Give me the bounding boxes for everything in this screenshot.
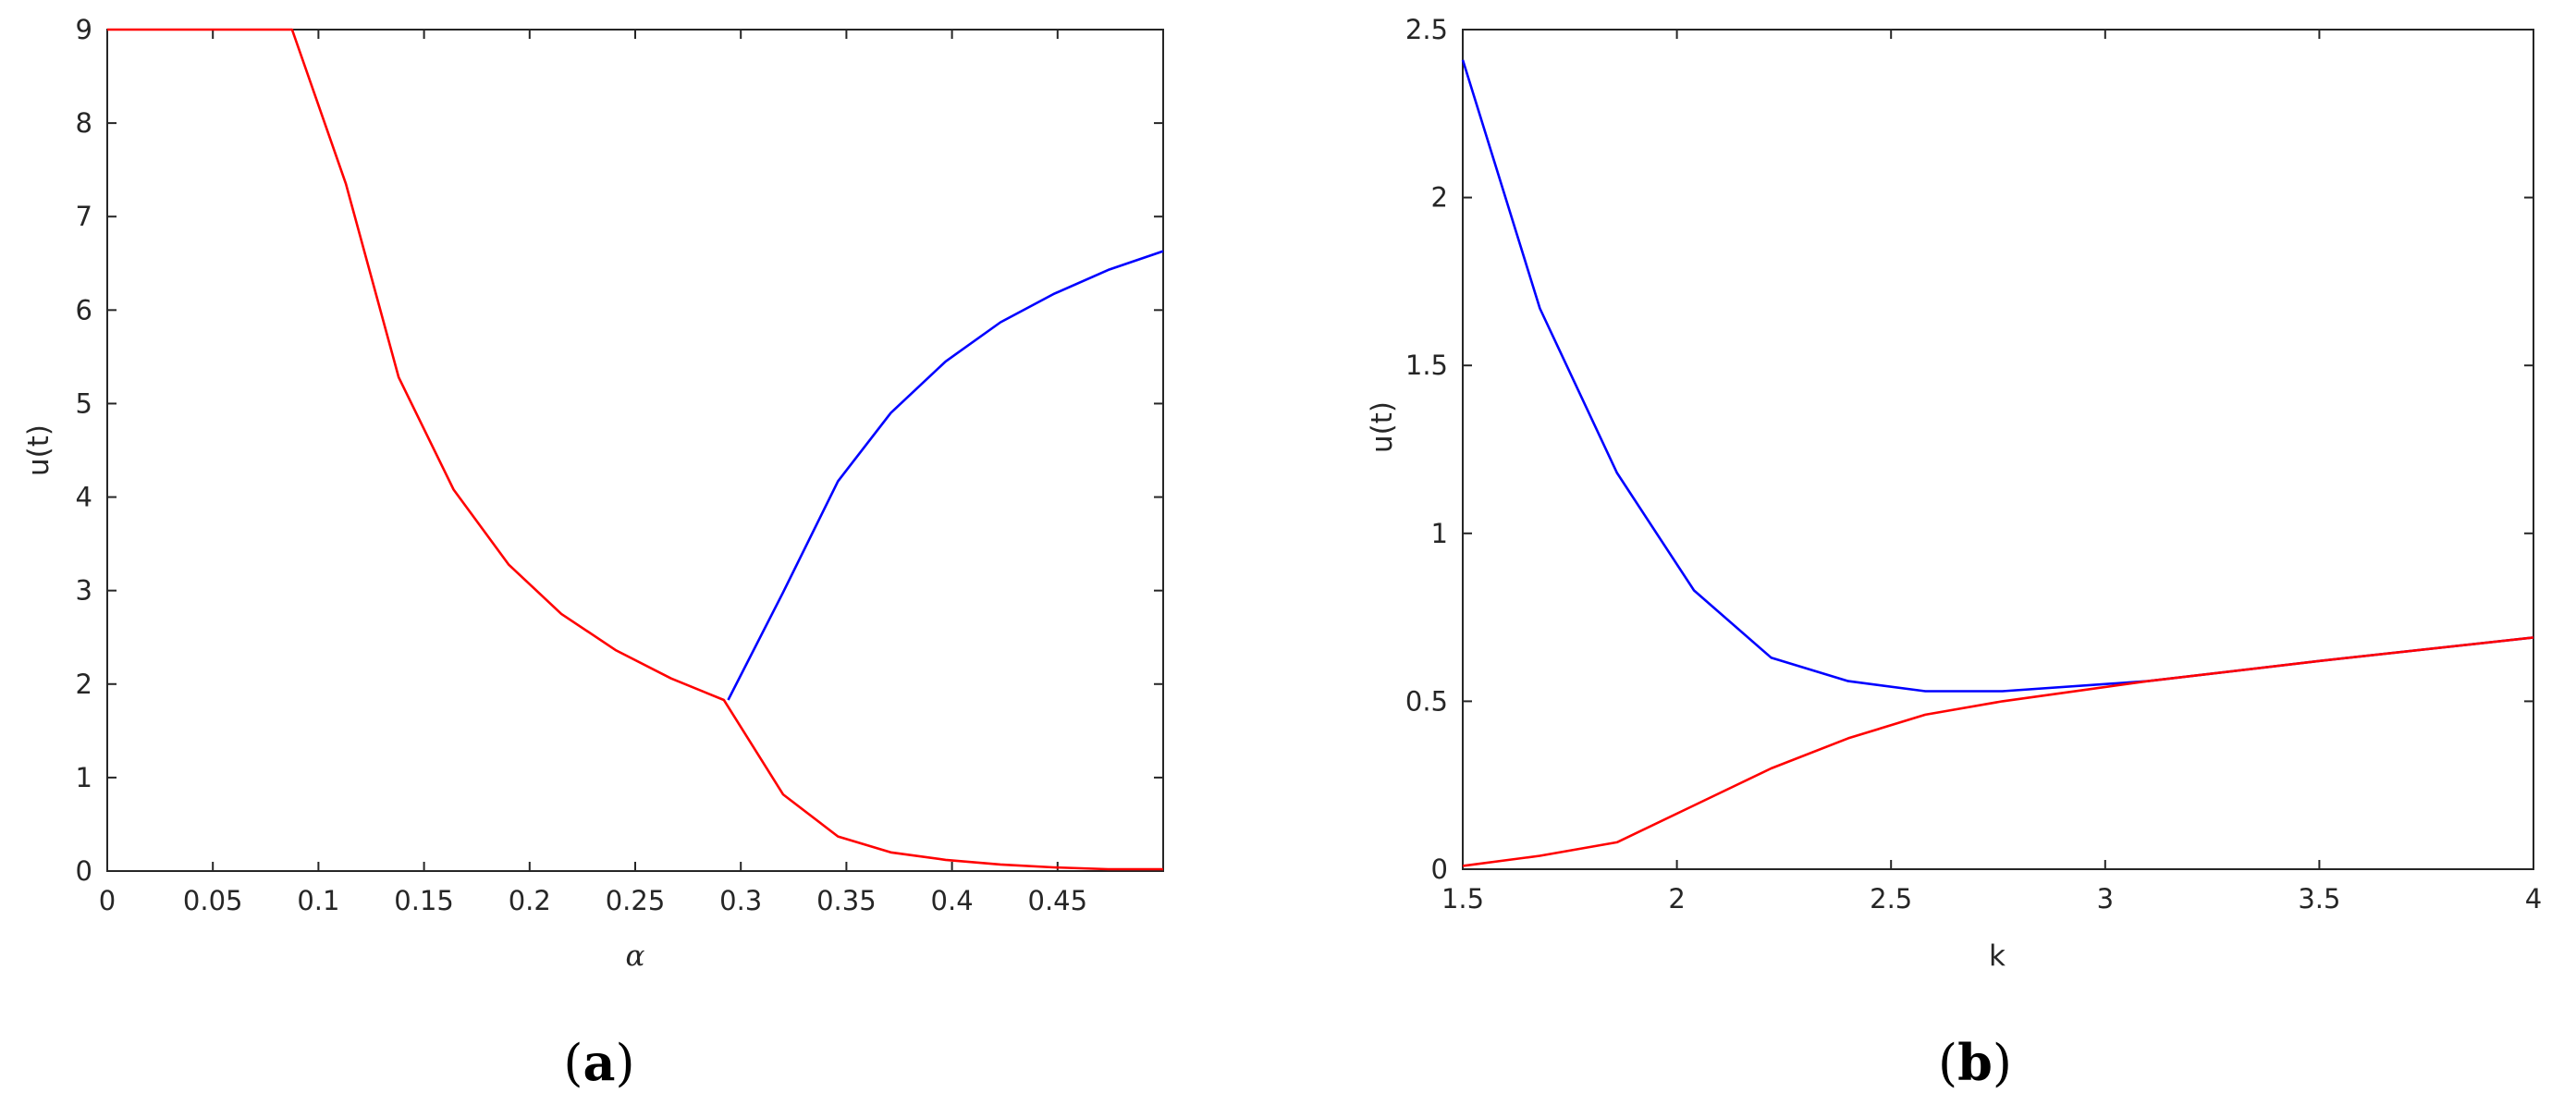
x-tick-label-b: 2 — [1668, 883, 1685, 915]
series-line-b-2 — [1462, 636, 2534, 867]
series-line-a-1 — [107, 28, 1163, 871]
y-tick-label-b: 1.5 — [1405, 350, 1448, 381]
x-tick-label-a: 0 — [99, 885, 116, 916]
x-tick-label-b: 4 — [2525, 883, 2542, 915]
y-tick-label-a: 2 — [76, 669, 92, 700]
y-tick-label-a: 0 — [76, 855, 92, 887]
y-tick-label-a: 9 — [76, 14, 92, 45]
series-line-a-2 — [727, 250, 1164, 701]
y-tick-label-a: 1 — [76, 762, 92, 793]
y-axis-label-b: u(t) — [1366, 401, 1399, 453]
y-tick-label-a: 3 — [76, 575, 92, 607]
series-group-b — [1461, 59, 2534, 867]
x-tick-label-a: 0.25 — [606, 885, 666, 916]
x-tick-label-a: 0.3 — [719, 885, 762, 916]
x-tick-label-b: 3.5 — [2298, 883, 2340, 915]
y-tick-label-a: 4 — [76, 482, 92, 513]
x-tick-label-b: 2.5 — [1870, 883, 1912, 915]
panel-label-a-letter: a — [583, 1033, 616, 1092]
plot-area-a — [106, 29, 1164, 872]
x-tick-label-b: 1.5 — [1441, 883, 1484, 915]
series-group-a — [107, 28, 1164, 871]
x-tick-label-a: 0.35 — [816, 885, 877, 916]
plot-area-b — [1462, 29, 2534, 870]
y-tick-label-a: 5 — [76, 387, 92, 419]
tick-group-a: 0 0.05 0.1 0.15 0.2 0.25 0.3 0.35 0.4 0.45 0 1 2 3 4 5 6… — [76, 14, 1163, 916]
panel-label-a: (a) — [563, 1033, 634, 1092]
x-tick-label-b: 3 — [2097, 883, 2114, 915]
y-tick-label-a: 8 — [76, 107, 92, 139]
x-tick-label-a: 0.1 — [297, 885, 339, 916]
tick-group-b: 1.5 2 2.5 3 3.5 4 0 0.5 1 1.5 2 2.5 — [1405, 14, 2542, 915]
panel-label-b: (b) — [1938, 1033, 2012, 1092]
x-tick-label-a: 0.45 — [1028, 885, 1088, 916]
y-tick-label-b: 2 — [1431, 182, 1448, 214]
x-tick-label-a: 0.4 — [931, 885, 974, 916]
panel-label-b-letter: b — [1957, 1033, 1993, 1092]
chart-panel-a: 0 0.05 0.1 0.15 0.2 0.25 0.3 0.35 0.4 0.45 0 1 2 3 4 5 6… — [22, 14, 1164, 1092]
y-tick-label-a: 7 — [76, 201, 92, 232]
x-tick-label-a: 0.05 — [183, 885, 243, 916]
y-tick-label-b: 1 — [1431, 518, 1448, 549]
y-tick-label-b: 0.5 — [1405, 685, 1448, 717]
y-tick-label-b: 2.5 — [1405, 14, 1448, 45]
chart-panel-b: 1.5 2 2.5 3 3.5 4 0 0.5 1 1.5 2 2.5 k u(t) (b) — [1366, 14, 2542, 1092]
y-axis-label-a: u(t) — [22, 424, 55, 476]
x-axis-label-a: α — [626, 939, 645, 973]
x-axis-label-b: k — [1989, 939, 2006, 973]
x-tick-label-a: 0.2 — [509, 885, 551, 916]
y-tick-label-a: 6 — [76, 294, 92, 325]
x-tick-label-a: 0.15 — [394, 885, 454, 916]
y-tick-label-b: 0 — [1431, 853, 1448, 885]
